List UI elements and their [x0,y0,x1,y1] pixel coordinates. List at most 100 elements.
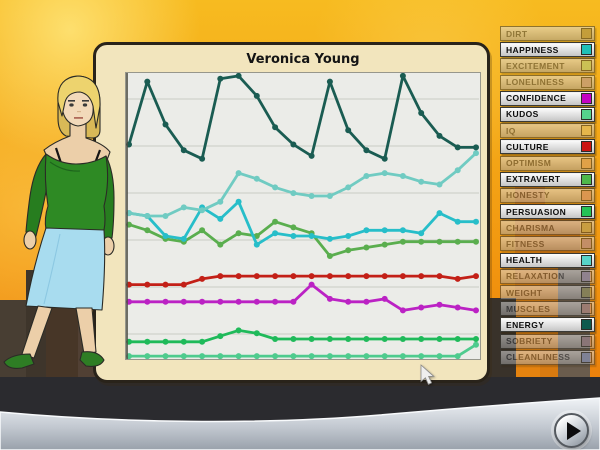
series-line-extravert [128,220,476,258]
series-line-culture [129,274,477,287]
series-point-culture [144,281,151,288]
sidebar-item-cleanliness[interactable]: CLEANLINESS [500,349,595,365]
series-point-kudos [326,353,333,359]
stat-color-swatch [581,44,592,56]
series-point-health [217,198,224,205]
sidebar-item-excitement[interactable]: EXCITEMENT [500,58,595,74]
series-point-persuasion [162,338,169,345]
series-point-culture [454,275,461,282]
sidebar-item-kudos[interactable]: KUDOS [500,106,595,122]
series-point-persuasion [235,327,242,334]
series-point-persuasion [345,336,352,342]
series-point-culture [217,273,224,280]
series-point-confidence [272,298,279,305]
sidebar-item-relaxation[interactable]: RELAXATION [500,268,595,284]
play-button[interactable] [554,413,589,448]
series-point-confidence [199,298,206,305]
stat-color-swatch [581,60,592,72]
sidebar-item-persuasion[interactable]: PERSUASION [500,204,595,220]
series-point-happiness [180,235,187,242]
series-point-culture [473,273,479,280]
stat-color-swatch [581,173,592,185]
sidebar-item-fitness[interactable]: FITNESS [500,236,595,252]
stat-label: SOBRIETY [506,336,553,347]
series-point-kudos [162,353,169,359]
series-point-extravert [144,227,151,234]
series-point-persuasion [217,333,224,340]
left-sleeve [25,153,47,237]
stat-color-swatch [581,270,592,282]
series-point-health [308,193,315,199]
series-point-persuasion [253,330,260,337]
series-point-happiness [217,215,224,222]
series-point-energy [144,78,151,85]
stat-label: CLEANLINESS [506,352,571,363]
series-point-energy [363,147,370,154]
sidebar-item-weight[interactable]: WEIGHT [500,285,595,300]
series-point-kudos [418,353,425,359]
sidebar-item-loneliness[interactable]: LONELINESS [500,74,595,90]
stat-label: CHARISMA [506,222,556,233]
series-point-kudos [180,353,187,359]
sidebar-item-confidence[interactable]: CONFIDENCE [500,90,595,106]
sidebar-item-culture[interactable]: CULTURE [500,139,595,155]
sidebar-item-extravert[interactable]: EXTRAVERT [500,171,595,187]
series-point-persuasion [399,336,406,342]
stat-label: EXCITEMENT [506,60,565,71]
series-point-kudos [381,353,388,359]
sidebar-item-optimism[interactable]: OPTIMISM [500,155,595,171]
sidebar-item-honesty[interactable]: HONESTY [500,187,595,203]
sidebar-item-charisma[interactable]: CHARISMA [500,220,595,236]
series-point-kudos [253,353,260,359]
series-point-confidence [399,307,406,314]
sidebar-item-health[interactable]: HEALTH [500,252,595,268]
series-point-confidence [436,301,443,308]
series-point-culture [272,273,279,280]
series-point-extravert [399,238,406,245]
series-point-health [326,193,333,199]
sidebar-item-muscles[interactable]: MUSCLES [500,301,595,317]
left-hand [23,230,37,250]
sidebar-item-energy[interactable]: ENERGY [500,317,595,333]
stat-label: DIRT [506,28,528,39]
mouse-cursor [420,364,435,385]
series-point-culture [326,273,333,280]
series-point-culture [253,273,260,280]
series-point-happiness [454,218,461,225]
series-point-extravert [381,241,388,248]
stat-label: HONESTY [506,190,550,201]
series-point-kudos [199,353,206,359]
series-point-energy [326,78,333,85]
series-point-persuasion [144,338,151,345]
series-point-health [144,213,151,219]
sidebar-item-iq[interactable]: IQ [500,123,595,139]
series-point-culture [381,273,388,280]
series-point-energy [253,92,260,99]
series-point-extravert [418,238,425,245]
series-line-happiness [128,200,476,247]
series-line-health [128,152,477,218]
series-point-persuasion [308,336,315,342]
sidebar-item-happiness[interactable]: HAPPINESS [500,42,595,58]
sidebar-item-sobriety[interactable]: SOBRIETY [500,333,595,349]
series-point-kudos [473,341,479,348]
series-point-happiness [308,233,315,239]
series-line-kudos [129,343,477,358]
series-point-health [418,178,425,185]
sidebar-item-dirt[interactable]: DIRT [500,26,595,41]
series-point-happiness [162,233,169,239]
hair-bangs [57,75,101,129]
series-point-extravert [436,238,443,245]
series-point-happiness [363,227,370,234]
stat-label: RELAXATION [506,271,565,282]
series-point-persuasion [381,336,388,342]
series-point-confidence [345,298,352,305]
series-point-happiness [272,230,279,237]
series-point-health [345,184,352,191]
chart-canvas [126,73,479,359]
series-point-health [272,184,279,191]
series-point-energy [272,124,279,131]
character-veronica [3,75,115,369]
stat-color-swatch [581,141,592,153]
series-point-culture [345,273,352,280]
